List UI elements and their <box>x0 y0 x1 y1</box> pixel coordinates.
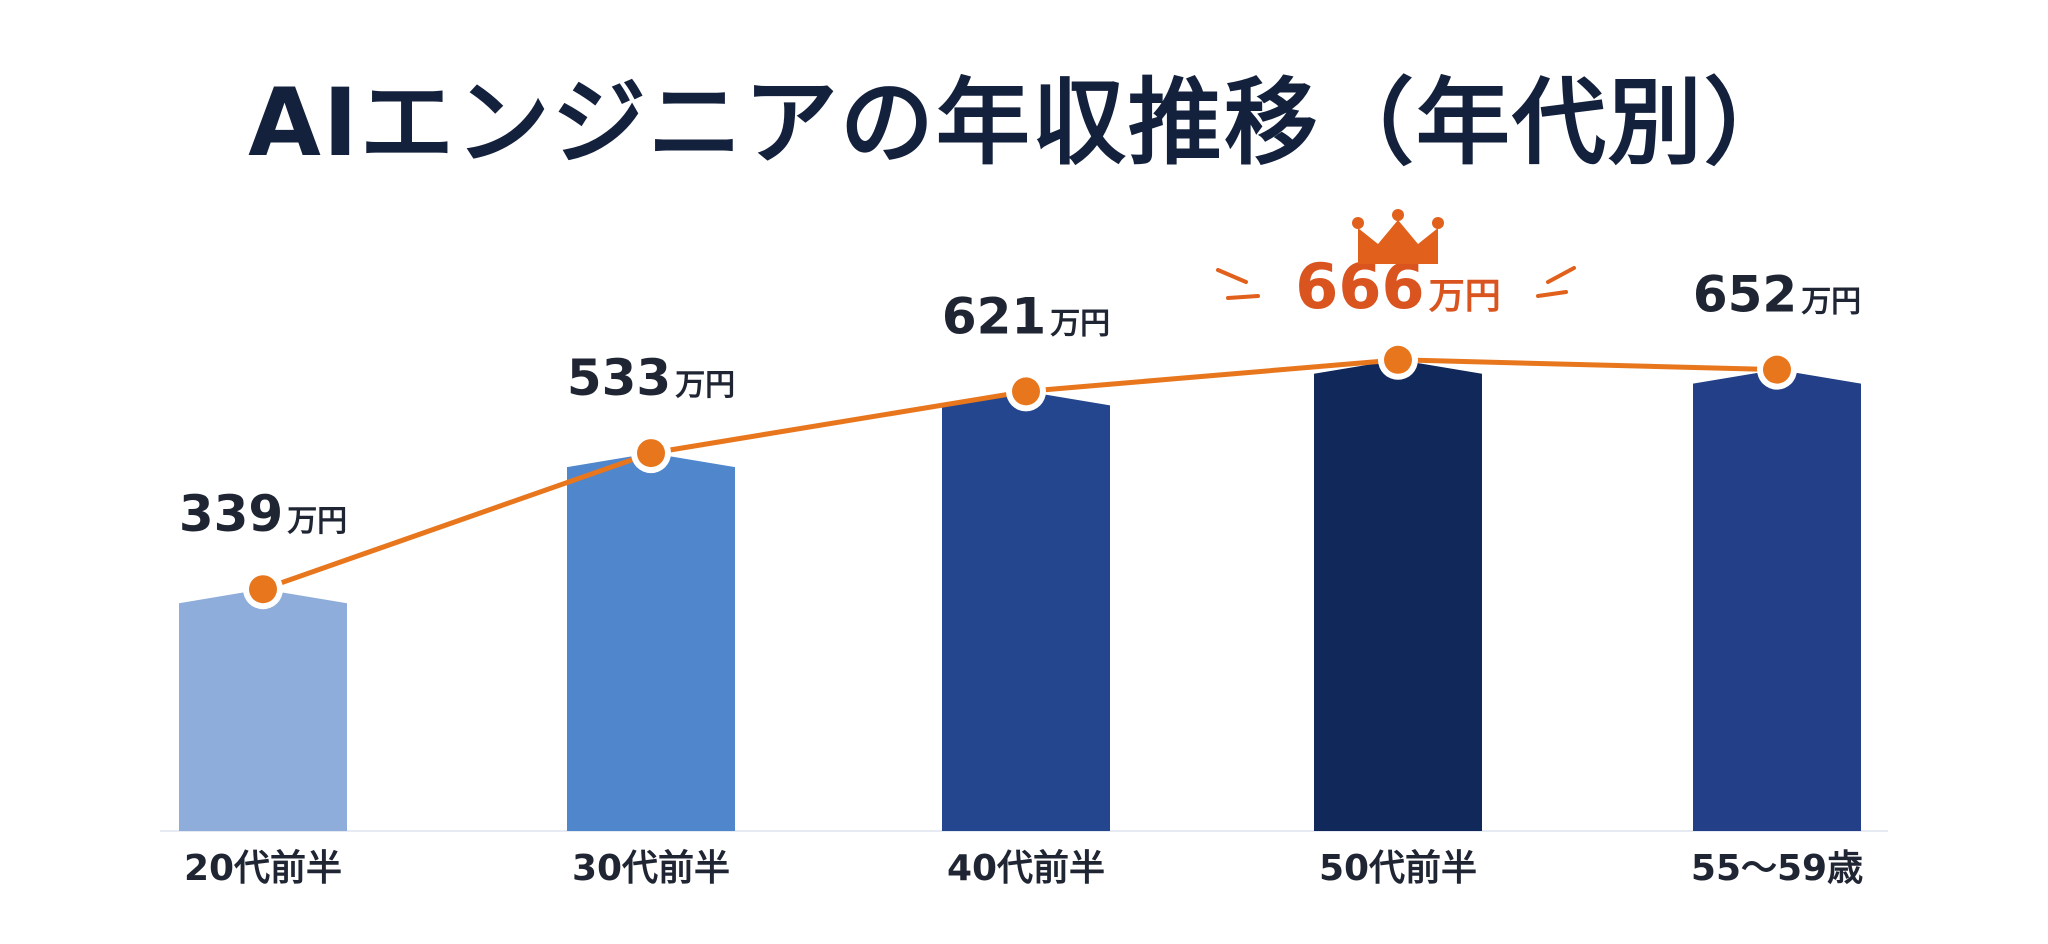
data-point-1 <box>249 575 277 604</box>
value-number-2: 533 <box>567 349 671 407</box>
value-number-3: 621 <box>942 287 1046 345</box>
value-unit-4: 万円 <box>1429 276 1501 317</box>
highlight-layer <box>1216 209 1576 300</box>
category-label-1: 20代前半 <box>184 848 342 889</box>
bar-4 <box>1314 359 1482 831</box>
category-label-2: 30代前半 <box>572 848 730 889</box>
bar-2 <box>567 453 735 831</box>
data-points-layer <box>243 339 1797 610</box>
category-labels-layer: 20代前半 30代前半 40代前半 50代前半 55〜59歳 <box>184 848 1863 889</box>
value-number-5: 652 <box>1693 266 1797 324</box>
value-unit-5: 万円 <box>1801 285 1861 320</box>
data-point-2 <box>637 439 665 468</box>
data-point-4 <box>1384 345 1412 374</box>
value-unit-2: 万円 <box>675 368 735 403</box>
bar-1 <box>179 589 347 831</box>
value-unit-3: 万円 <box>1050 306 1110 341</box>
bar-3 <box>942 391 1110 831</box>
category-label-4: 50代前半 <box>1319 848 1477 889</box>
sparkle-2 <box>1226 294 1260 300</box>
crown-jewel-3 <box>1432 217 1444 229</box>
value-label-5: 652 万円 <box>1693 266 1861 324</box>
bars-layer <box>179 359 1861 831</box>
value-label-2: 533 万円 <box>567 349 735 407</box>
data-point-3 <box>1012 377 1040 406</box>
chart-title: AIエンジニアの年収推移（年代別） <box>248 69 1800 178</box>
crown-icon <box>1358 220 1438 258</box>
data-point-5 <box>1763 355 1791 384</box>
category-label-5: 55〜59歳 <box>1691 848 1863 889</box>
value-label-1: 339 万円 <box>179 485 347 543</box>
crown-jewel-1 <box>1352 217 1364 229</box>
value-number-1: 339 <box>179 485 283 543</box>
sparkle-4 <box>1536 290 1568 298</box>
sparkle-1 <box>1216 268 1248 284</box>
crown-band <box>1358 256 1438 264</box>
value-label-3: 621 万円 <box>942 287 1110 345</box>
crown-jewel-2 <box>1392 209 1404 221</box>
category-label-3: 40代前半 <box>947 848 1105 889</box>
sparkle-3 <box>1546 266 1576 284</box>
bar-5 <box>1693 369 1861 831</box>
value-unit-1: 万円 <box>287 504 347 539</box>
